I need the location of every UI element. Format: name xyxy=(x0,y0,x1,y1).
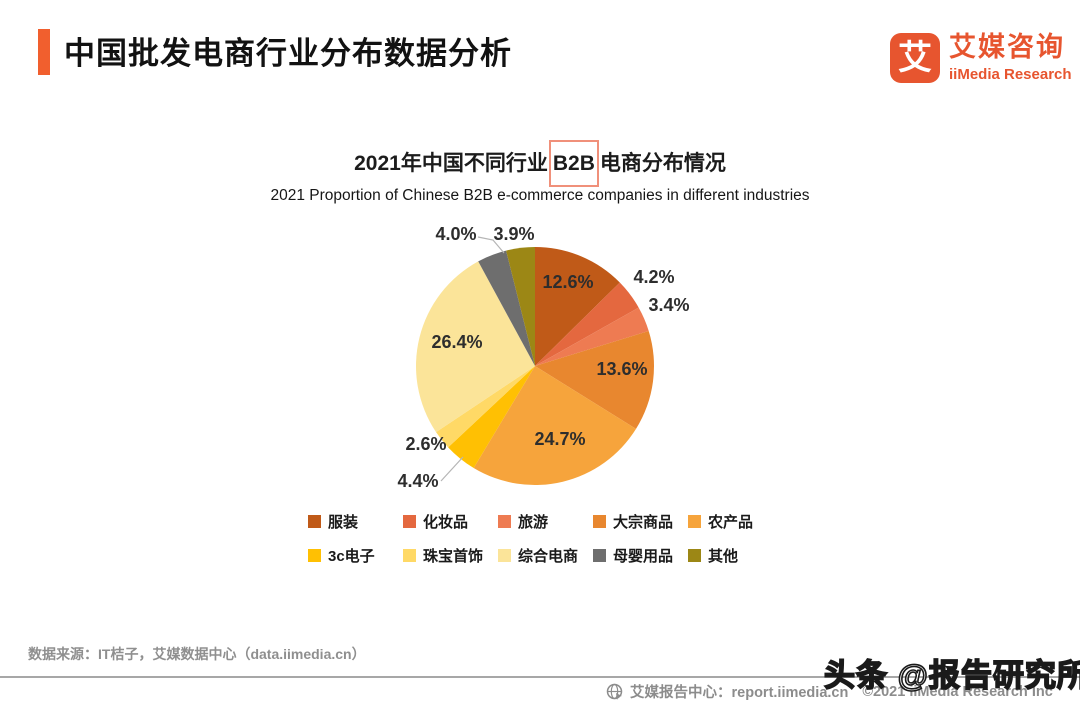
legend-swatch xyxy=(688,549,701,562)
pie-leader-line xyxy=(477,236,505,254)
legend-item-综合电商: 综合电商 xyxy=(498,545,578,566)
legend-label: 农产品 xyxy=(708,514,754,531)
legend-label: 综合电商 xyxy=(518,548,579,565)
chart-legend: 服装 化妆品 旅游 大宗商品 农产品 3c电子 珠宝首饰 综合电商 母婴用品 其他 xyxy=(305,511,805,579)
pie-slice-服装 xyxy=(535,246,620,366)
legend-label: 其他 xyxy=(708,548,739,565)
legend-label: 旅游 xyxy=(518,514,549,531)
legend-swatch xyxy=(688,515,701,528)
legend-row: 3c电子 珠宝首饰 综合电商 母婴用品 其他 xyxy=(305,545,805,566)
pie-slice-母婴用品 xyxy=(478,250,535,366)
footer-divider xyxy=(0,676,1080,678)
legend-label: 大宗商品 xyxy=(613,514,674,531)
pie-slice-3c电子 xyxy=(448,366,535,468)
globe-icon xyxy=(606,683,624,701)
pie-label-其他: 3.9% xyxy=(493,224,534,244)
footer-report-center: 艾媒报告中心：report.iimedia.cn xyxy=(630,685,849,701)
legend-label: 珠宝首饰 xyxy=(423,548,484,565)
legend-item-母婴用品: 母婴用品 xyxy=(593,545,673,566)
legend-item-3c电子: 3c电子 xyxy=(308,545,375,566)
legend-swatch xyxy=(403,549,416,562)
pie-label-化妆品: 4.2% xyxy=(633,267,674,287)
legend-swatch xyxy=(308,515,321,528)
pie-label-大宗商品: 13.6% xyxy=(596,359,647,379)
pie-slice-化妆品 xyxy=(535,282,639,366)
legend-swatch xyxy=(498,549,511,562)
pie-label-旅游: 3.4% xyxy=(648,295,689,315)
brand-name-en: iiMedia Research xyxy=(949,65,1072,83)
pie-label-3c电子: 4.4% xyxy=(397,471,438,491)
footer: 艾媒报告中心：report.iimedia.cn ©2021 iiMedia R… xyxy=(606,681,1053,702)
legend-item-农产品: 农产品 xyxy=(688,511,753,532)
legend-label: 化妆品 xyxy=(423,514,469,531)
legend-row: 服装 化妆品 旅游 大宗商品 农产品 xyxy=(305,511,805,532)
legend-swatch xyxy=(498,515,511,528)
pie-slice-大宗商品 xyxy=(535,330,655,429)
pie-slice-旅游 xyxy=(535,307,649,366)
pie-slice-其他 xyxy=(506,247,535,366)
legend-label: 母婴用品 xyxy=(613,548,674,565)
chart-subtitle: 2021 Proportion of Chinese B2B e-commerc… xyxy=(270,187,810,204)
pie-slice-农产品 xyxy=(473,366,636,486)
iimedia-logo-icon: 艾 xyxy=(890,33,940,83)
legend-label: 服装 xyxy=(328,514,359,531)
legend-item-其他: 其他 xyxy=(688,545,738,566)
legend-swatch xyxy=(593,549,606,562)
pie-label-农产品: 24.7% xyxy=(534,429,585,449)
page-title: 中国批发电商行业分布数据分析 xyxy=(64,36,512,71)
chart-title-prefix: 2021年中国不同行业 xyxy=(354,152,548,175)
pie-leader-line xyxy=(440,456,464,482)
legend-item-服装: 服装 xyxy=(308,511,358,532)
watermark: 头条 @报告研究所 xyxy=(823,657,1080,694)
footer-copyright: ©2021 iiMedia Research Inc xyxy=(862,683,1053,700)
brand-text: 艾媒咨询 iiMedia Research xyxy=(949,32,1072,83)
data-source-note: 数据来源：IT桔子，艾媒数据中心（data.iimedia.cn） xyxy=(28,646,366,662)
legend-item-化妆品: 化妆品 xyxy=(403,511,468,532)
chart-title-suffix: 电商分布情况 xyxy=(599,152,726,175)
brand-name-cn: 艾媒咨询 xyxy=(949,32,1065,62)
pie-slice-珠宝首饰 xyxy=(436,366,535,448)
title-accent-bar xyxy=(38,29,50,75)
brand-logo-group: 艾 艾媒咨询 iiMedia Research xyxy=(890,32,1072,83)
legend-item-珠宝首饰: 珠宝首饰 xyxy=(403,545,483,566)
pie-label-服装: 12.6% xyxy=(542,272,593,292)
legend-swatch xyxy=(308,549,321,562)
legend-item-旅游: 旅游 xyxy=(498,511,548,532)
chart-title: 2021年中国不同行业 B2B 电商分布情况 xyxy=(0,140,1080,187)
legend-swatch xyxy=(593,515,606,528)
pie-label-母婴用品: 4.0% xyxy=(435,224,476,244)
chart-title-highlight-box: B2B xyxy=(548,140,599,187)
pie-label-珠宝首饰: 2.6% xyxy=(405,434,446,454)
legend-item-大宗商品: 大宗商品 xyxy=(593,511,673,532)
legend-swatch xyxy=(403,515,416,528)
pie-label-综合电商: 26.4% xyxy=(431,332,482,352)
pie-slice-综合电商 xyxy=(416,261,535,433)
legend-label: 3c电子 xyxy=(328,548,375,565)
